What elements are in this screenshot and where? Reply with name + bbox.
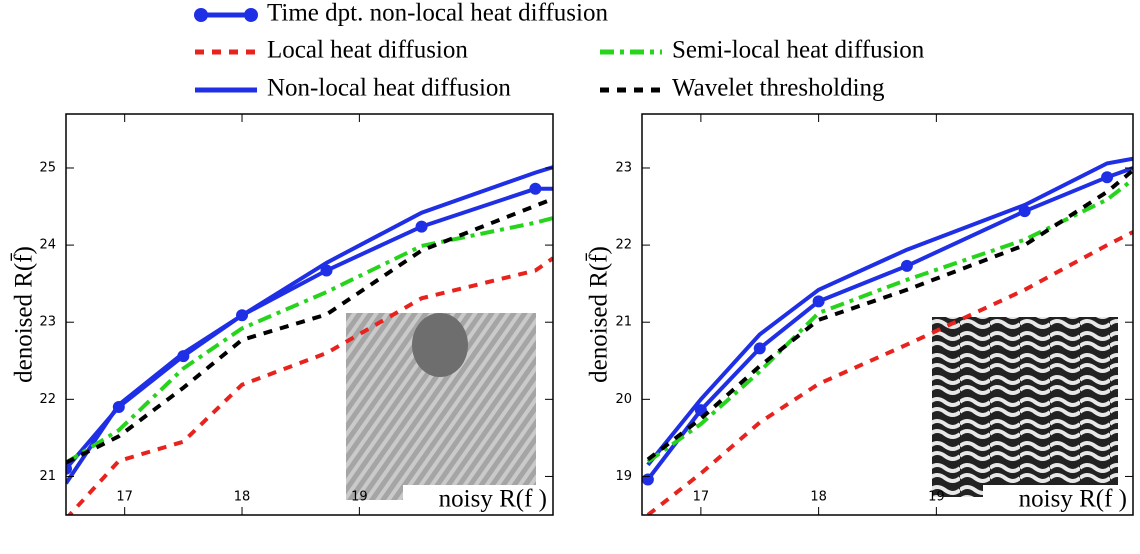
series-line — [66, 256, 553, 515]
plot-frame — [641, 113, 1134, 516]
point-marker — [320, 264, 333, 277]
y-tick-label: 22 — [39, 392, 56, 407]
x-axis-label: noisy R(f ) — [1019, 486, 1127, 513]
y-tick-label: 23 — [615, 160, 632, 175]
x-tick-label: 18 — [810, 490, 827, 505]
legend-label: Non-local heat diffusion — [267, 75, 511, 102]
y-tick-label: 24 — [39, 238, 56, 253]
legend-label: Wavelet thresholding — [672, 75, 885, 102]
series-line — [646, 177, 1133, 464]
x-tick-label: 17 — [693, 490, 710, 505]
plot-area — [66, 165, 553, 515]
y-axis-label: denoised R(f̄) — [10, 246, 38, 383]
x-label-bg — [403, 485, 551, 514]
point-marker — [1101, 171, 1114, 184]
point-marker — [529, 182, 542, 195]
y-tick-label: 19 — [615, 469, 632, 484]
point-marker — [694, 404, 707, 417]
plot-area — [642, 156, 1133, 515]
y-tick-label: 21 — [39, 469, 56, 484]
legend-label: Local heat diffusion — [267, 37, 468, 64]
legend-marker — [244, 8, 258, 22]
x-tick-label: 18 — [234, 490, 251, 505]
inset-image — [932, 317, 1118, 497]
series-line — [66, 165, 553, 485]
point-marker — [900, 259, 913, 272]
point-marker — [753, 342, 766, 355]
series-line — [646, 156, 1133, 467]
legend-label: Semi-local heat diffusion — [672, 37, 925, 64]
y-axis-label: denoised R(f̄) — [585, 246, 613, 383]
x-tick-label: 19 — [351, 490, 368, 505]
point-marker — [415, 220, 428, 233]
y-tick-label: 22 — [615, 238, 632, 253]
y-tick-label: 20 — [615, 392, 632, 407]
point-marker — [66, 462, 72, 475]
series-line — [646, 166, 1133, 481]
series-line — [646, 230, 1133, 515]
series-line — [66, 216, 553, 465]
point-marker — [642, 473, 654, 486]
y-tick-label: 23 — [39, 315, 56, 330]
y-tick-label: 21 — [615, 315, 632, 330]
y-tick-label: 25 — [39, 160, 56, 175]
point-marker — [812, 295, 825, 308]
inset-image — [346, 313, 536, 500]
plot-frame — [65, 113, 554, 516]
legend-label: Time dpt. non-local heat diffusion — [267, 0, 608, 27]
legend-marker — [194, 8, 208, 22]
x-label-bg — [983, 485, 1131, 514]
x-axis-label: noisy R(f ) — [439, 486, 547, 513]
x-tick-label: 19 — [928, 490, 945, 505]
series-line — [66, 196, 553, 465]
x-tick-label: 17 — [116, 490, 133, 505]
